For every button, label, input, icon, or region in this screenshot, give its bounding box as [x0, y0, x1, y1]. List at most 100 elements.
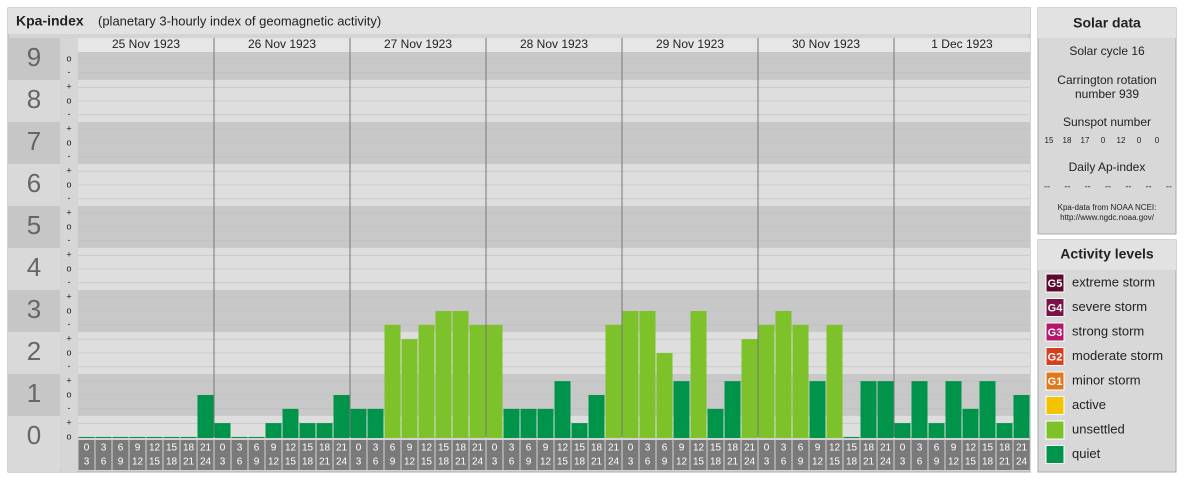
hour-start: 15 — [574, 443, 586, 454]
hour-box — [146, 440, 163, 470]
bar — [418, 324, 435, 438]
hour-start: 0 — [220, 443, 226, 454]
hour-start: 15 — [846, 443, 858, 454]
minor-tick-label: o — [66, 53, 71, 63]
hour-box — [231, 440, 248, 470]
minor-tick-label: - — [68, 319, 71, 329]
hour-start: 3 — [781, 443, 787, 454]
minor-tick-label: o — [66, 347, 71, 357]
hour-box — [350, 440, 367, 470]
date-label: 28 Nov 1923 — [520, 37, 588, 51]
hour-end: 9 — [118, 457, 124, 468]
hour-box — [163, 440, 180, 470]
hour-start: 18 — [591, 443, 603, 454]
hour-end: 21 — [319, 457, 331, 468]
bar — [282, 408, 299, 438]
hour-start: 0 — [492, 443, 498, 454]
legend-swatch — [1045, 298, 1065, 317]
hour-start: 6 — [934, 443, 940, 454]
bar — [588, 395, 605, 438]
hour-end: 9 — [526, 457, 532, 468]
hour-end: 18 — [166, 457, 178, 468]
bar — [435, 311, 452, 438]
ap-value: -- — [1064, 181, 1070, 191]
hour-start: 6 — [798, 443, 804, 454]
minor-tick-label: - — [68, 277, 71, 287]
bar — [163, 437, 180, 438]
hour-end: 9 — [798, 457, 804, 468]
hour-start: 3 — [645, 443, 651, 454]
y-tick-label: 3 — [27, 294, 41, 324]
minor-tick-label: o — [66, 137, 71, 147]
hour-box — [571, 440, 588, 470]
minor-tick-label: - — [68, 361, 71, 371]
bar — [503, 408, 520, 438]
hour-end: 15 — [149, 457, 161, 468]
bar — [843, 437, 860, 438]
bar — [265, 423, 282, 438]
hour-end: 3 — [492, 457, 498, 468]
legend-swatch — [1045, 420, 1065, 440]
hour-end: 24 — [744, 457, 756, 468]
bar — [707, 408, 724, 438]
hour-start: 12 — [285, 443, 297, 454]
hour-start: 12 — [421, 443, 433, 454]
hour-start: 12 — [557, 443, 569, 454]
ap-value: -- — [1125, 181, 1131, 191]
ap-value: -- — [1105, 181, 1111, 191]
hour-end: 12 — [132, 457, 144, 468]
hour-start: 0 — [356, 443, 362, 454]
y-tick-label: 9 — [27, 42, 41, 72]
hour-start: 3 — [101, 443, 107, 454]
hour-start: 0 — [764, 443, 770, 454]
legend-swatch — [1045, 322, 1065, 342]
hour-start: 3 — [373, 443, 379, 454]
sunspot-value: 0 — [1101, 136, 1106, 145]
hour-start: 9 — [543, 443, 549, 454]
bar — [571, 423, 588, 438]
minor-tick-label: o — [66, 305, 71, 315]
bar — [129, 437, 146, 438]
bar — [945, 381, 962, 438]
minor-tick-label: + — [66, 124, 71, 134]
hour-end: 9 — [934, 457, 940, 468]
minor-tick-label: - — [68, 109, 71, 119]
solar-cycle: Solar cycle 16 — [1069, 44, 1145, 58]
date-label: 27 Nov 1923 — [384, 37, 452, 51]
ap-title: Daily Ap-index — [1069, 160, 1146, 174]
hour-end: 3 — [764, 457, 770, 468]
legend-label: extreme storm — [1072, 274, 1155, 289]
date-header — [78, 38, 1030, 52]
minor-tick-label: + — [66, 376, 71, 386]
bar — [248, 437, 265, 438]
hour-start: 15 — [982, 443, 994, 454]
hour-end: 12 — [812, 457, 824, 468]
bar — [792, 324, 809, 438]
bar — [758, 324, 775, 438]
hour-start: 18 — [727, 443, 739, 454]
hour-start: 6 — [118, 443, 124, 454]
bar — [469, 324, 486, 438]
bar — [690, 311, 707, 438]
hour-start: 6 — [390, 443, 396, 454]
hour-box — [180, 440, 197, 470]
sunspot-value: 18 — [1063, 136, 1072, 145]
hour-end: 3 — [900, 457, 906, 468]
hour-box — [401, 440, 418, 470]
hour-end: 18 — [574, 457, 586, 468]
hour-start: 9 — [679, 443, 685, 454]
hour-start: 15 — [710, 443, 722, 454]
legend-title: Activity levels — [1060, 246, 1154, 262]
hour-end: 15 — [557, 457, 569, 468]
bar — [486, 324, 503, 438]
hour-box — [707, 440, 724, 470]
hour-start: 18 — [999, 443, 1011, 454]
hour-box — [792, 440, 809, 470]
hour-box — [418, 440, 435, 470]
bar — [673, 381, 690, 438]
hour-start: 21 — [1016, 443, 1028, 454]
hour-box — [95, 440, 112, 470]
hour-end: 15 — [285, 457, 297, 468]
hour-end: 21 — [591, 457, 603, 468]
